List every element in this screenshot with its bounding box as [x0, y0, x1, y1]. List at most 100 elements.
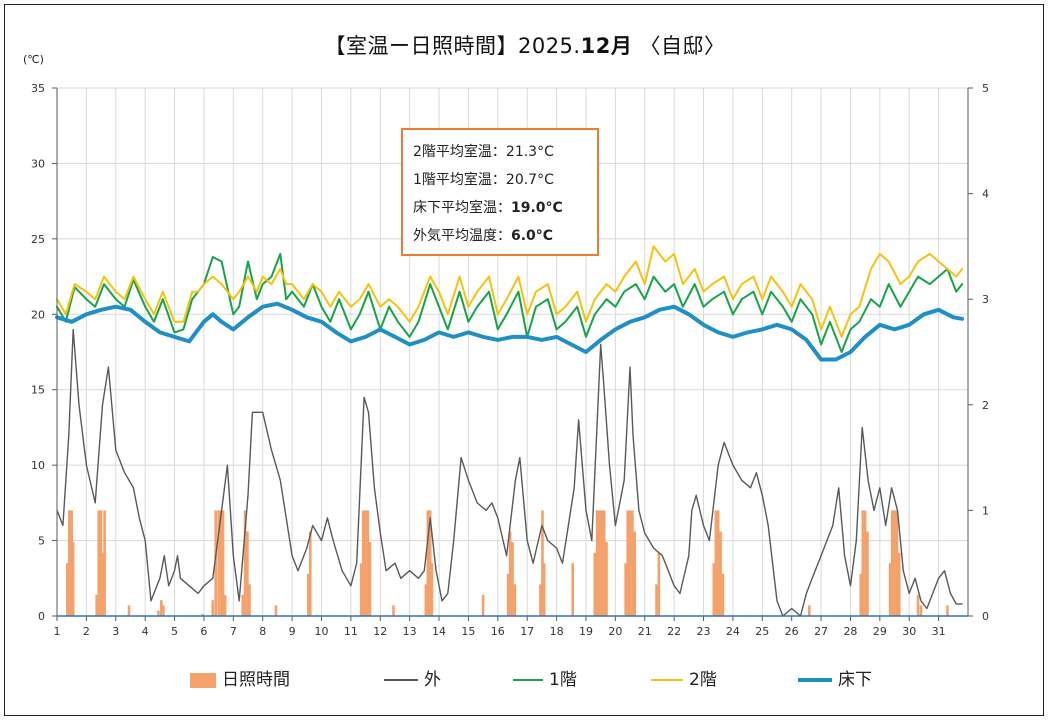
x-tick-label: 21: [638, 625, 652, 638]
x-tick-label: 17: [520, 625, 534, 638]
sunshine-bar: [508, 531, 512, 616]
sunshine-bar: [808, 605, 811, 616]
sunshine-bar: [306, 573, 310, 616]
x-tick-label: 30: [902, 625, 916, 638]
sunshine-bar: [71, 542, 75, 616]
underfloor-line: [55, 301, 965, 362]
sunshine-bar: [309, 531, 312, 616]
stat-floor2-value: 21.3°C: [505, 144, 554, 160]
x-tick-label: 9: [289, 625, 296, 638]
sunshine-bar: [364, 510, 367, 616]
y-right-tick-label: 2: [982, 399, 989, 412]
sunshine-bar: [481, 594, 485, 616]
x-tick-label: 28: [843, 625, 857, 638]
series-lines: [55, 245, 965, 617]
sunshine-bar: [861, 510, 865, 616]
sunshine-bar: [221, 510, 225, 616]
x-tick-label: 8: [259, 625, 266, 638]
x-tick-label: 13: [403, 625, 417, 638]
sunshine-bar: [946, 605, 949, 616]
sunshine-bar: [541, 510, 544, 616]
sunshine-bar: [248, 584, 251, 616]
sunshine-bar: [890, 510, 894, 616]
x-tick-label: 12: [373, 625, 387, 638]
sunshine-bar: [366, 510, 370, 616]
sunshine-bar: [897, 552, 901, 616]
floor2-line: [56, 245, 964, 338]
y-left-tick-label: 25: [31, 233, 45, 246]
chart-title-month: 12月: [580, 34, 633, 58]
stat-floor2-label: 2階平均室温：: [413, 144, 506, 160]
x-tick-label: 6: [200, 625, 207, 638]
grid-lines: [57, 87, 968, 616]
sunshine-bar: [241, 594, 245, 616]
y-right-tick-label: 0: [982, 610, 989, 623]
sunshine-bar: [217, 510, 220, 616]
y-right-tick-label: 1: [982, 504, 989, 517]
legend-item-sunshine: 日照時間: [190, 668, 290, 692]
sunshine-bar: [65, 563, 69, 616]
sunshine-bar: [214, 510, 217, 616]
x-tick-label: 2: [83, 625, 90, 638]
y-right-tick-label: 3: [982, 293, 989, 306]
sunshine-bar: [866, 531, 869, 616]
x-tick-label: 22: [667, 625, 681, 638]
sunshine-bar: [721, 573, 725, 616]
sunshine-bar: [368, 542, 372, 616]
left-axis-unit: (℃): [23, 53, 44, 66]
sunshine-bar: [916, 594, 920, 616]
stat-underfloor: 床下平均室温：19.0°C: [413, 194, 587, 222]
sunshine-bar: [243, 510, 247, 616]
x-tick-label: 18: [550, 625, 564, 638]
stat-outdoor: 外気平均温度：6.0°C: [413, 222, 587, 250]
sunshine-bar: [624, 563, 627, 616]
sunshine-bar: [595, 510, 599, 616]
sunshine-bar: [211, 600, 215, 616]
sunshine-bar: [101, 552, 104, 616]
chart-frame: [4, 4, 1044, 716]
x-tick-label: 31: [932, 625, 946, 638]
y-left-tick-label: 20: [31, 308, 45, 321]
x-tick-label: 16: [491, 625, 505, 638]
sunshine-bar: [246, 531, 249, 616]
y-left-tick-label: 0: [38, 610, 45, 623]
sunshine-bar: [859, 573, 863, 616]
sunshine-bar: [511, 542, 514, 616]
sunshine-bar: [424, 584, 428, 616]
sunshine-bar: [95, 594, 98, 616]
sunshine-bar: [712, 563, 716, 616]
sunshine-bar: [97, 510, 101, 616]
x-tick-label: 11: [344, 625, 358, 638]
sunshine-bar: [103, 510, 106, 616]
legend-label-outdoor: 外: [424, 670, 441, 690]
legend-swatch-underfloor: [798, 678, 832, 682]
sunshine-bar: [70, 510, 73, 616]
stat-underfloor-label: 床下平均室温：: [413, 200, 511, 216]
sunshine-bar: [719, 531, 722, 616]
stat-floor2: 2階平均室温：21.3°C: [413, 138, 587, 166]
sunshine-bar: [426, 510, 430, 616]
legend: 日照時間 外 1階 2階 床下: [0, 668, 1050, 692]
stat-underfloor-value: 19.0°C: [511, 200, 563, 216]
sunshine-bar: [716, 510, 720, 616]
sunshine-bar: [888, 563, 892, 616]
sunshine-bar: [895, 510, 899, 616]
legend-label-floor1: 1階: [549, 670, 577, 690]
x-tick-label: 24: [726, 625, 740, 638]
y-left-tick-label: 10: [31, 459, 45, 472]
sunshine-bar: [714, 510, 718, 616]
sunshine-bar: [68, 510, 71, 616]
legend-swatch-sunshine: [190, 672, 216, 688]
x-tick-label: 5: [171, 625, 178, 638]
x-tick-label: 3: [112, 625, 119, 638]
x-tick-label: 23: [697, 625, 711, 638]
y-left-tick-label: 30: [31, 157, 45, 170]
sunshine-bar: [593, 552, 597, 616]
legend-item-floor2: 2階: [651, 668, 717, 692]
legend-item-underfloor: 床下: [798, 668, 872, 692]
x-tick-label: 26: [785, 625, 799, 638]
sunshine-bar: [600, 510, 604, 616]
y-right-tick-label: 5: [982, 82, 989, 95]
